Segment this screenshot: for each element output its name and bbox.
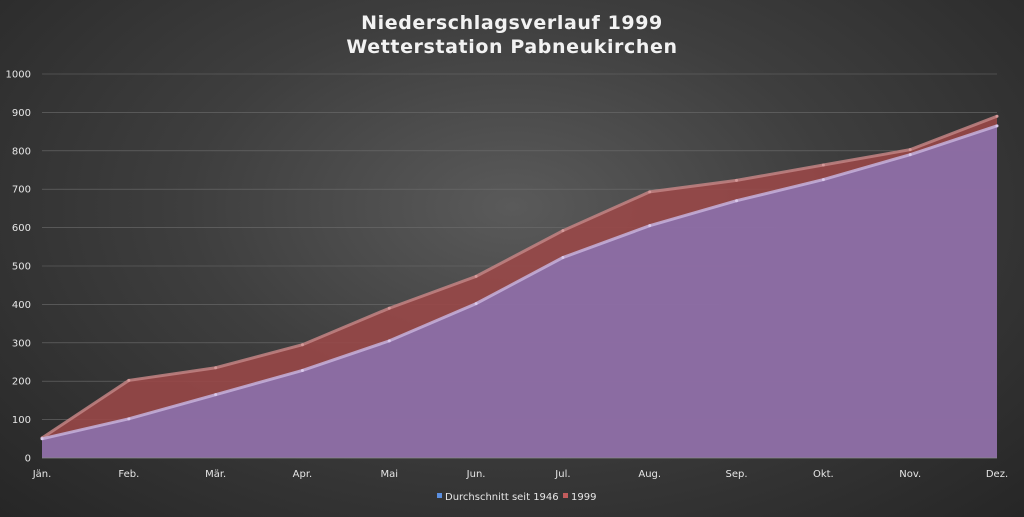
x-tick-label: Mai <box>380 469 398 480</box>
series-line-0 <box>41 124 998 441</box>
y-tick-label: 300 <box>12 338 31 349</box>
y-tick-label: 600 <box>12 223 31 234</box>
data-point-1-9 <box>821 163 825 167</box>
data-point-0-5 <box>474 302 478 306</box>
axes: 0 100 200 300 400 500 600 700 800 900 1000 Jän. Feb.… <box>6 70 1009 481</box>
x-tick-label: Jän. <box>32 469 52 480</box>
x-tick-label: Feb. <box>118 469 139 480</box>
x-tick-label: Mär. <box>205 469 226 480</box>
x-tick-label: Apr. <box>293 469 313 480</box>
data-point-1-5 <box>474 274 478 278</box>
data-point-1-10 <box>908 148 912 152</box>
data-point-0-1 <box>127 417 131 421</box>
y-tick-label: 100 <box>12 415 31 426</box>
x-tick-label: Jun. <box>466 469 486 480</box>
chart-title-line-1: Niederschlagsverlauf 1999 <box>361 12 663 34</box>
y-tick-label: 800 <box>12 146 31 157</box>
legend: Durchschnitt seit 1946 1999 <box>437 492 596 503</box>
y-tick-label: 400 <box>12 300 31 311</box>
x-tick-label: Dez. <box>986 469 1008 480</box>
data-point-0-10 <box>908 153 912 157</box>
data-point-1-2 <box>214 366 218 370</box>
plot-area <box>40 114 999 459</box>
data-point-0-4 <box>387 339 391 343</box>
data-point-1-8 <box>735 178 739 182</box>
y-tick-label: 700 <box>12 185 31 196</box>
x-tick-label: Aug. <box>638 469 661 480</box>
data-point-0-0 <box>40 437 44 441</box>
series-line-1 <box>41 114 998 440</box>
legend-label: 1999 <box>571 492 596 503</box>
data-point-0-6 <box>561 256 565 260</box>
data-point-0-9 <box>821 178 825 182</box>
y-tick-label: 0 <box>25 454 31 465</box>
data-point-1-4 <box>387 306 391 310</box>
data-point-0-7 <box>648 224 652 228</box>
legend-swatch <box>563 493 568 498</box>
legend-label: Durchschnitt seit 1946 <box>445 492 559 503</box>
x-tick-label: Nov. <box>899 469 921 480</box>
data-point-0-8 <box>735 199 739 203</box>
data-point-1-1 <box>127 378 131 382</box>
legend-swatch <box>437 493 442 498</box>
data-point-1-7 <box>648 190 652 194</box>
data-point-0-3 <box>300 368 304 372</box>
y-tick-label: 1000 <box>6 70 31 81</box>
data-point-1-11 <box>995 114 999 118</box>
x-tick-label: Sep. <box>726 469 748 480</box>
data-point-1-6 <box>561 229 565 233</box>
data-point-1-3 <box>300 343 304 347</box>
x-tick-label: Jul. <box>554 469 570 480</box>
data-point-0-11 <box>995 124 999 128</box>
y-tick-label: 900 <box>12 108 31 119</box>
chart-title-line-2: Wetterstation Pabneukirchen <box>346 36 677 58</box>
y-tick-label: 500 <box>12 262 31 273</box>
x-tick-label: Okt. <box>813 469 834 480</box>
y-tick-label: 200 <box>12 377 31 388</box>
data-point-0-2 <box>214 393 218 397</box>
series-area-0 <box>42 125 997 458</box>
